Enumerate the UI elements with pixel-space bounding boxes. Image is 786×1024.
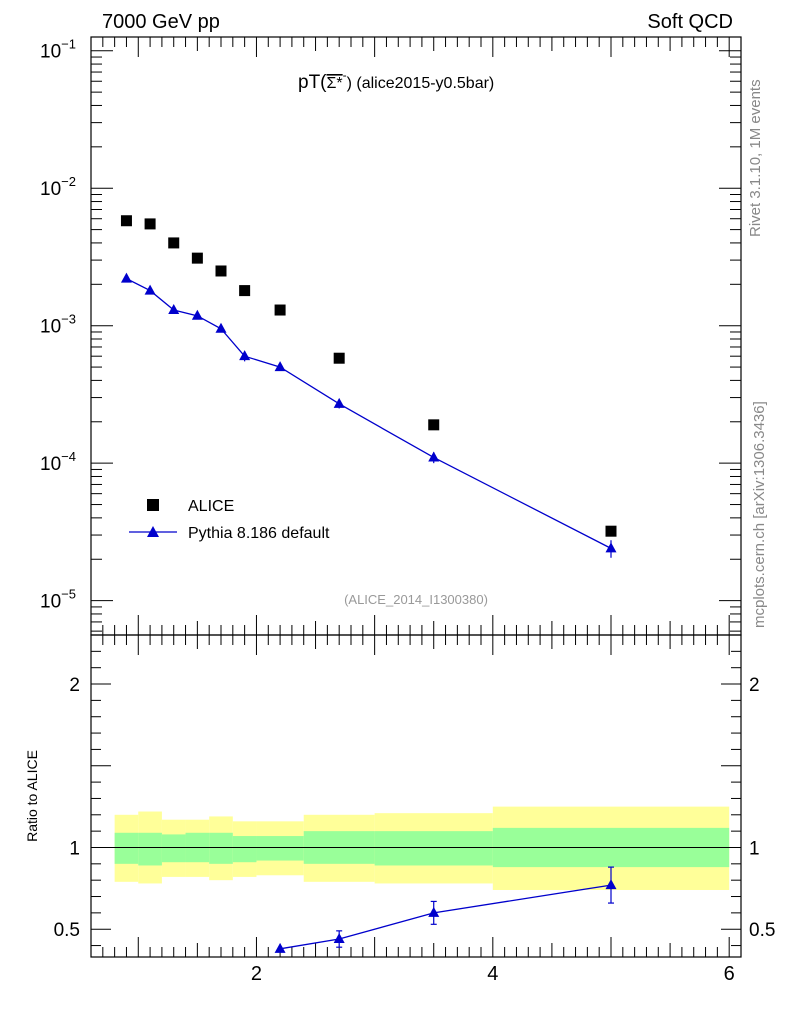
mc-point xyxy=(428,451,440,462)
mcplots-label: mcplots.cern.ch [arXiv:1306.3436] xyxy=(751,401,768,628)
alice-point xyxy=(239,285,251,297)
ratio-band-inner xyxy=(232,836,257,863)
ratio-mc-line xyxy=(279,884,612,950)
alice-point xyxy=(191,252,203,264)
alice-point xyxy=(168,237,180,249)
legend-mc-label: Pythia 8.186 default xyxy=(188,525,330,542)
mc-point xyxy=(191,309,203,320)
alice-point xyxy=(120,215,132,227)
ratio-band-inner xyxy=(256,836,304,861)
ratio-mc-point xyxy=(605,879,617,890)
main-ytick-label: 10−4 xyxy=(40,449,76,475)
legend: ALICE Pythia 8.186 default xyxy=(129,498,330,542)
ratio-mc-point xyxy=(428,906,440,917)
axis-ticks xyxy=(90,37,741,957)
header-left: 7000 GeV pp xyxy=(102,11,220,33)
mc-point xyxy=(144,284,156,295)
title-suffix: ) (alice2015-y0.5bar) xyxy=(347,75,495,92)
mc-point xyxy=(605,542,617,553)
rivet-label: Rivet 3.1.10, 1M events xyxy=(747,79,764,237)
alice-point xyxy=(215,265,227,277)
ratio-ytick-label-right: 0.5 xyxy=(749,920,775,941)
main-data-layer xyxy=(120,215,617,558)
svg-text:pT(Σ*-) (alice2015-y0.5bar): pT(Σ*-) (alice2015-y0.5bar) xyxy=(298,68,494,93)
ratio-band-inner xyxy=(161,834,186,863)
ratio-band-inner xyxy=(138,832,162,866)
main-ytick-label: 10−3 xyxy=(40,312,76,338)
ratio-bands xyxy=(114,806,730,890)
alice-point xyxy=(274,304,286,316)
legend-data-marker xyxy=(147,499,159,511)
alice-point xyxy=(605,525,617,537)
ratio-xtick-label: 2 xyxy=(251,963,262,985)
ratio-xtick-label: 6 xyxy=(724,963,735,985)
ratio-data-layer xyxy=(274,866,617,953)
main-frame xyxy=(90,36,742,636)
legend-mc-marker xyxy=(147,526,159,537)
mc-series-line xyxy=(126,278,612,549)
title-bar-sup: - xyxy=(343,68,347,82)
ratio-ytick-label-left: 0.5 xyxy=(54,920,80,941)
title-prefix: pT( xyxy=(298,72,327,93)
main-ytick-label: 10−5 xyxy=(40,587,76,613)
main-ytick-label: 10−1 xyxy=(40,37,76,63)
ratio-frame xyxy=(90,634,742,958)
ratio-xtick-label: 4 xyxy=(487,963,498,985)
header-right: Soft QCD xyxy=(647,11,733,33)
alice-point xyxy=(428,419,440,431)
mc-point xyxy=(168,304,180,315)
ratio-ytick-label-left: 2 xyxy=(69,675,80,696)
ratio-mc-point xyxy=(274,942,286,953)
analysis-watermark: (ALICE_2014_I1300380) xyxy=(344,592,488,607)
mc-point xyxy=(239,350,251,361)
ratio-ytick-label-right: 1 xyxy=(749,838,760,859)
mc-point xyxy=(274,361,286,372)
mc-point xyxy=(120,272,132,283)
ratio-ytick-label-right: 2 xyxy=(749,675,760,696)
alice-point xyxy=(333,352,345,364)
mc-point xyxy=(333,397,345,408)
ratio-band-inner xyxy=(209,832,233,864)
ratio-ytick-label-left: 1 xyxy=(69,838,80,859)
ratio-ylabel: Ratio to ALICE xyxy=(24,750,40,842)
tick-labels: 10−5 10−4 10−3 10−2 10−1 2 4 6 0.5 0.5 1 1 2 2 xyxy=(40,37,775,985)
ratio-band-inner xyxy=(374,831,493,866)
main-ytick-label: 10−2 xyxy=(40,174,76,200)
plot-title: pT(Σ*-) (alice2015-y0.5bar) xyxy=(298,68,494,93)
ratio-mc-point xyxy=(333,933,345,944)
alice-point xyxy=(144,218,156,230)
legend-data-label: ALICE xyxy=(188,498,234,515)
ratio-band-inner xyxy=(114,832,139,864)
mc-point xyxy=(215,322,227,333)
title-particle: Σ* xyxy=(327,75,343,92)
